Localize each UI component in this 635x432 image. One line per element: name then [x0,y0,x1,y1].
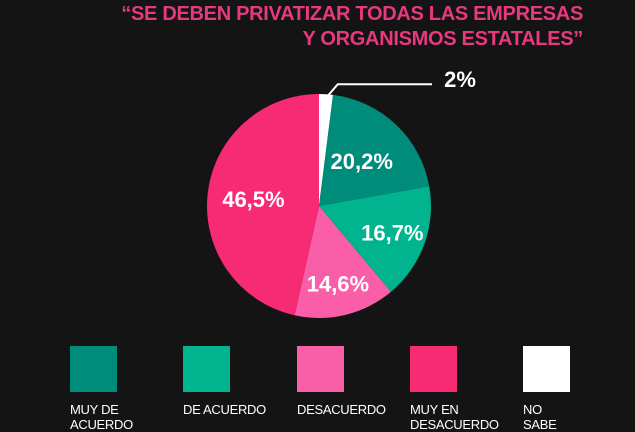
chart-title: “SE DEBEN PRIVATIZAR TODAS LAS EMPRESAS … [121,2,583,52]
legend-label: MUY EN DESACUERDO [410,402,499,432]
legend-item: DE ACUERDO [183,346,266,417]
pie-slice-muy-en-desacuerdo [207,94,319,316]
legend-label: MUY DE ACUERDO [70,402,133,432]
pie-slice-no-sabe [319,94,334,206]
data-label: 20,2% [331,149,393,174]
legend-item: MUY DE ACUERDO [70,346,133,432]
legend-swatch [523,346,570,392]
legend-item: MUY EN DESACUERDO [410,346,499,432]
pie-slice-de-acuerdo [319,186,431,292]
pie-slice-desacuerdo [294,206,391,318]
leader-line [325,83,432,99]
legend-swatch [70,346,117,392]
data-label: 46,5% [222,187,284,212]
title-line-1: “SE DEBEN PRIVATIZAR TODAS LAS EMPRESAS [121,3,583,25]
legend-swatch [410,346,457,392]
legend-swatch [297,346,344,392]
legend-item: NO SABE [523,346,570,432]
title-line-2: Y ORGANISMOS ESTATALES” [302,28,583,50]
legend-label: DE ACUERDO [183,402,266,417]
legend-label: DESACUERDO [297,402,386,417]
legend-swatch [183,346,230,392]
legend-label: NO SABE [523,402,557,432]
data-label: 16,7% [361,221,423,246]
legend-item: DESACUERDO [297,346,386,417]
pie-slice-muy-de-acuerdo [319,94,430,206]
data-label: 2% [444,67,476,92]
data-label: 14,6% [307,272,369,297]
